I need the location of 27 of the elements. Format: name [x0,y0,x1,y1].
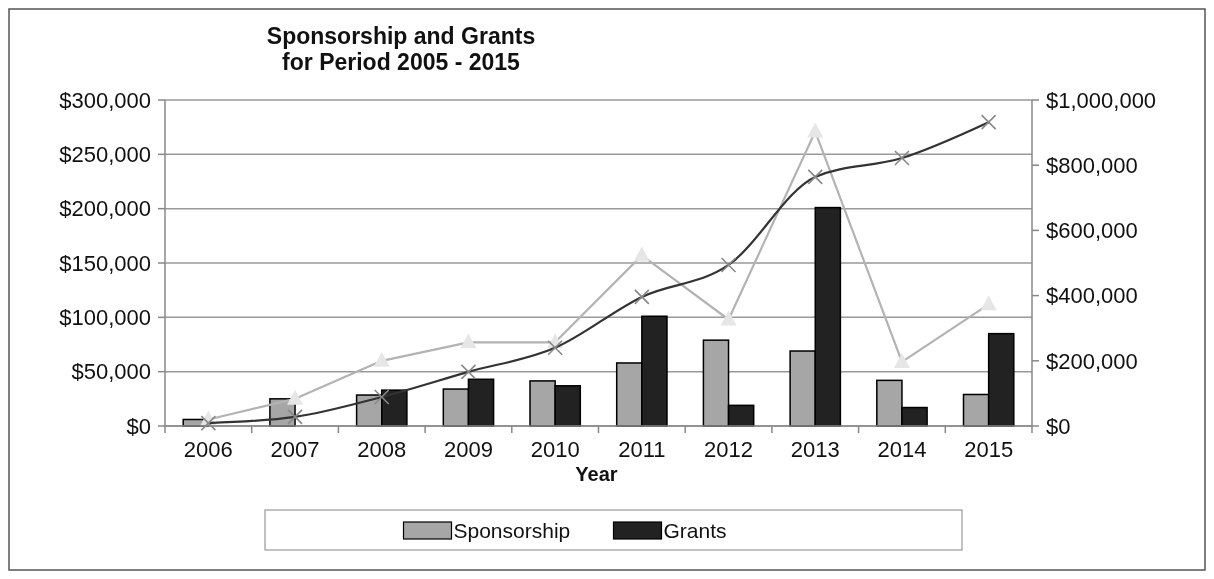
y2-tick-label: $1,000,000 [1046,87,1157,113]
x-tick-label: 2014 [877,437,927,462]
x-tick-label: 2006 [183,437,233,462]
x-tick-label: 2013 [790,437,840,462]
y-tick-label: $150,000 [59,250,151,276]
chart-title: Sponsorship and Grants for Period 2005 - 2015 [266,23,536,75]
y-tick-label: $300,000 [59,87,151,113]
x-tick-label: 2011 [618,437,666,462]
x-tick-label: 2009 [443,437,493,462]
y-tick-label: $0 [126,413,151,439]
legend-label: Sponsorship [453,519,571,543]
y-tick-label: $100,000 [59,305,151,331]
x-tick-label: 2015 [964,437,1014,462]
x-tick-label: 2012 [704,437,754,462]
x-axis-title: Year [575,463,618,485]
y-tick-label: $250,000 [59,142,151,168]
y2-tick-label: $0 [1046,413,1071,439]
x-tick-label: 2007 [270,437,320,462]
y2-tick-label: $600,000 [1046,218,1138,244]
x-tick-label: 2010 [530,437,580,462]
y2-tick-label: $800,000 [1046,152,1138,178]
y-tick-label: $50,000 [71,359,151,385]
legend-label: Grants [663,519,727,543]
y-tick-label: $200,000 [59,196,151,222]
x-tick-label: 2008 [357,437,407,462]
y2-tick-label: $400,000 [1046,283,1138,309]
y2-tick-label: $200,000 [1046,348,1138,374]
